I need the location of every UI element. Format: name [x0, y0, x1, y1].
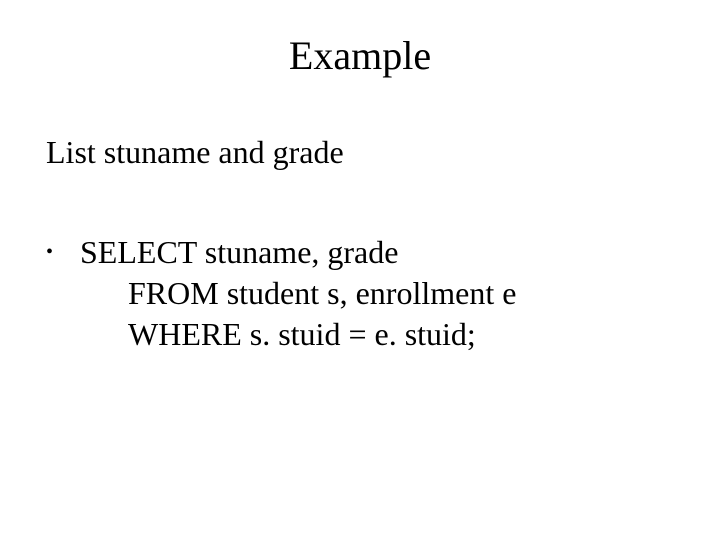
slide-subtitle: List stuname and grade: [46, 134, 344, 171]
bullet-marker: •: [46, 232, 80, 272]
sql-query-block: SELECT stuname, grade FROM student s, en…: [80, 232, 516, 355]
sql-line-select: SELECT stuname, grade: [80, 232, 516, 273]
sql-line-where: WHERE s. stuid = e. stuid;: [80, 314, 516, 355]
sql-line-from: FROM student s, enrollment e: [80, 273, 516, 314]
bullet-item: • SELECT stuname, grade FROM student s, …: [46, 232, 516, 355]
slide-title: Example: [0, 32, 720, 79]
slide: Example List stuname and grade • SELECT …: [0, 0, 720, 540]
